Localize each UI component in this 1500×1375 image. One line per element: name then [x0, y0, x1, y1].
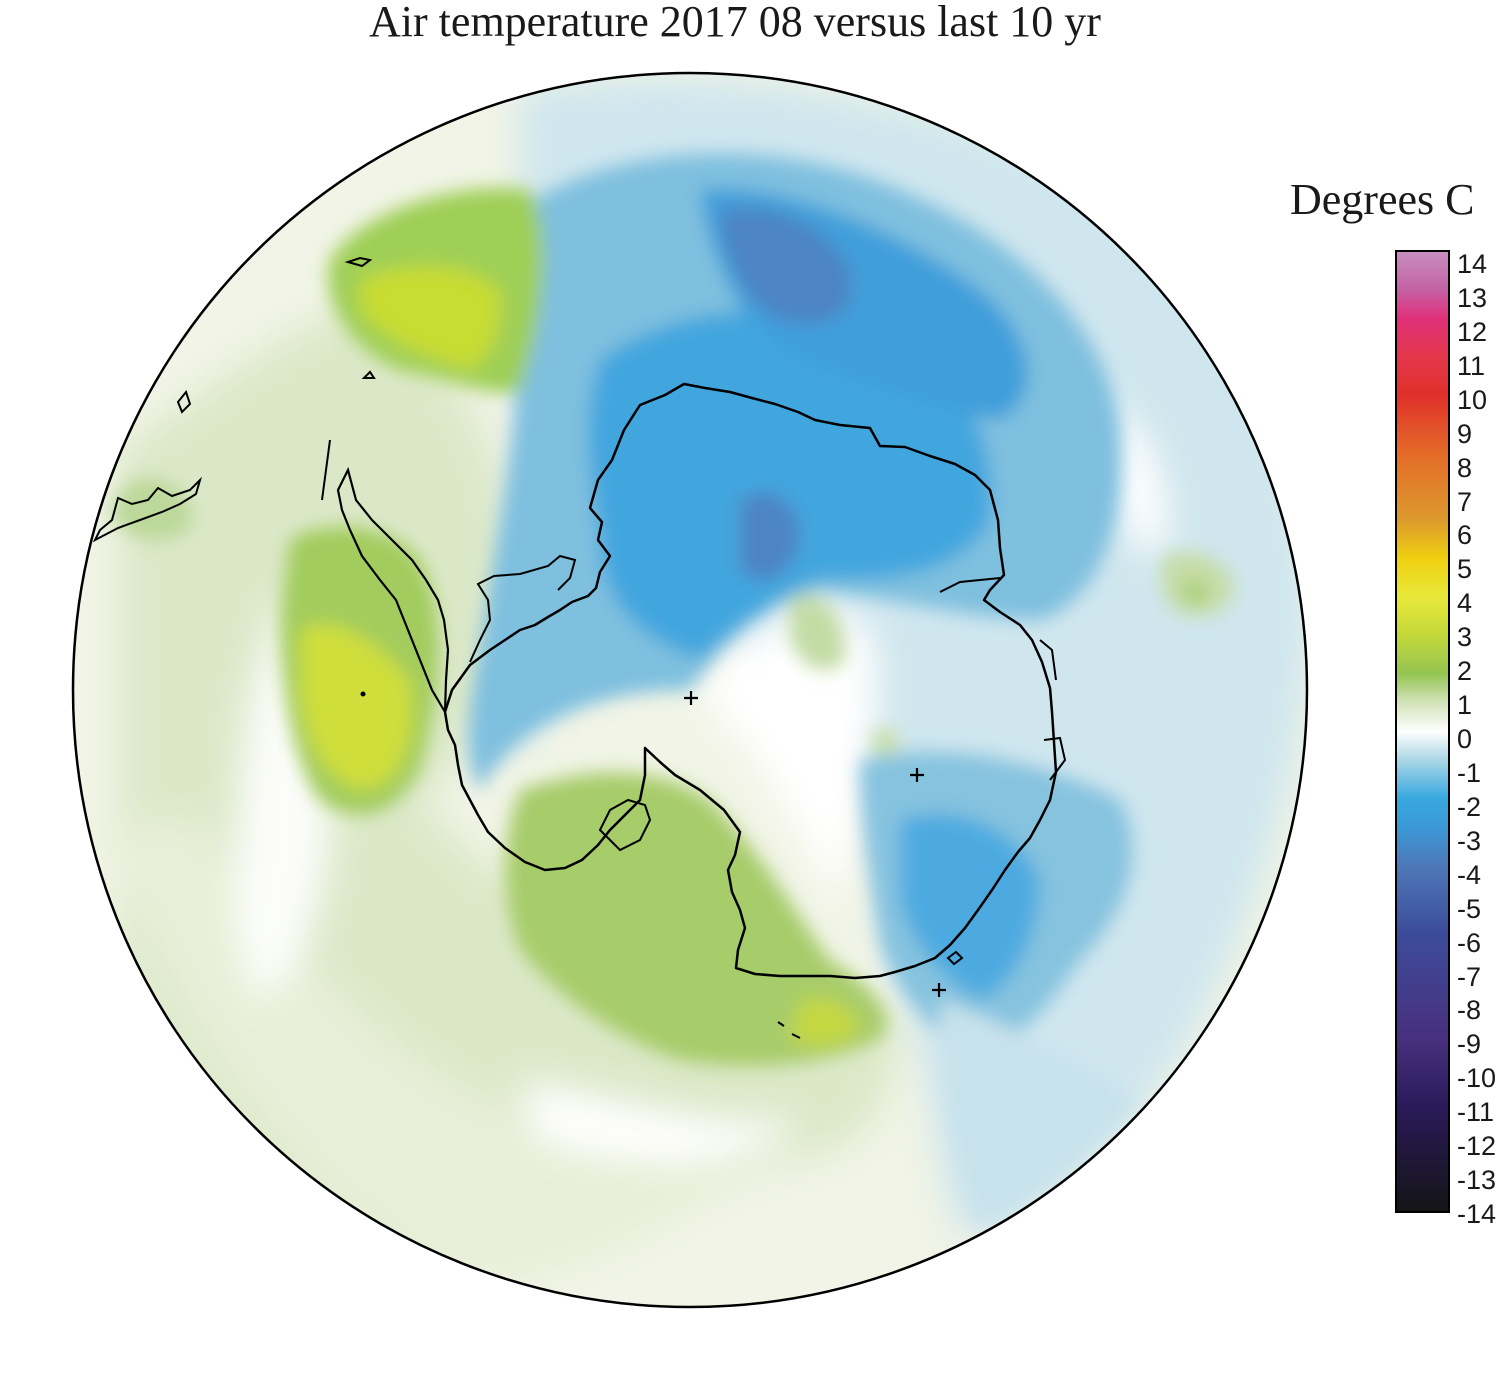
- colorbar-tick-label: 8: [1457, 452, 1473, 483]
- colorbar-tick-label: -11: [1457, 1097, 1495, 1128]
- colorbar-tick-label: -8: [1457, 995, 1482, 1026]
- colorbar-tick-label: -14: [1457, 1199, 1497, 1229]
- colorbar-tick-label: 4: [1457, 588, 1473, 619]
- colorbar-tick-label: -7: [1457, 961, 1482, 992]
- colorbar-tick-label: 7: [1457, 486, 1473, 517]
- south-america-coastline: [92, 476, 203, 543]
- colorbar-tick-label: 1: [1457, 690, 1473, 721]
- map-boundary: [71, 71, 1309, 1309]
- colorbar-tick-label: -9: [1457, 1029, 1482, 1060]
- colorbar-tick-label: 2: [1457, 656, 1473, 687]
- colorbar-tick-label: -12: [1457, 1131, 1497, 1162]
- colorbar-tick-label: -3: [1457, 825, 1482, 856]
- colorbar-tick-label: -10: [1457, 1063, 1497, 1094]
- colorbar-tick-label: 11: [1457, 350, 1486, 381]
- colorbar-tick-label: -1: [1457, 757, 1482, 788]
- map-title: Air temperature 2017 08 versus last 10 y…: [369, 0, 1101, 46]
- colorbar-tick-label: -4: [1457, 859, 1482, 890]
- colorbar-tick-label: 5: [1457, 554, 1473, 585]
- plus-markers: [684, 691, 946, 997]
- colorbar-tick-label: -6: [1457, 927, 1482, 958]
- colorbar-tick-label: 13: [1457, 282, 1488, 313]
- colorbar-tick-label: 12: [1457, 316, 1488, 347]
- colorbar-tick-label: 10: [1457, 384, 1488, 415]
- legend-title: Degrees C: [1290, 175, 1475, 224]
- colorbar-tick-label: 14: [1457, 249, 1488, 279]
- colorbar-tick-label: 0: [1457, 724, 1473, 754]
- colorbar-tick-label: -5: [1457, 893, 1482, 924]
- anomaly-field: [73, 73, 1307, 1307]
- colorbar: [1395, 250, 1450, 1213]
- colorbar-tick-label: 3: [1457, 622, 1473, 653]
- colorbar-tick-label: -2: [1457, 791, 1482, 822]
- colorbar-tick-label: -13: [1457, 1165, 1497, 1196]
- colorbar-tick-label: 9: [1457, 418, 1473, 449]
- colorbar-tick-label: 6: [1457, 520, 1473, 551]
